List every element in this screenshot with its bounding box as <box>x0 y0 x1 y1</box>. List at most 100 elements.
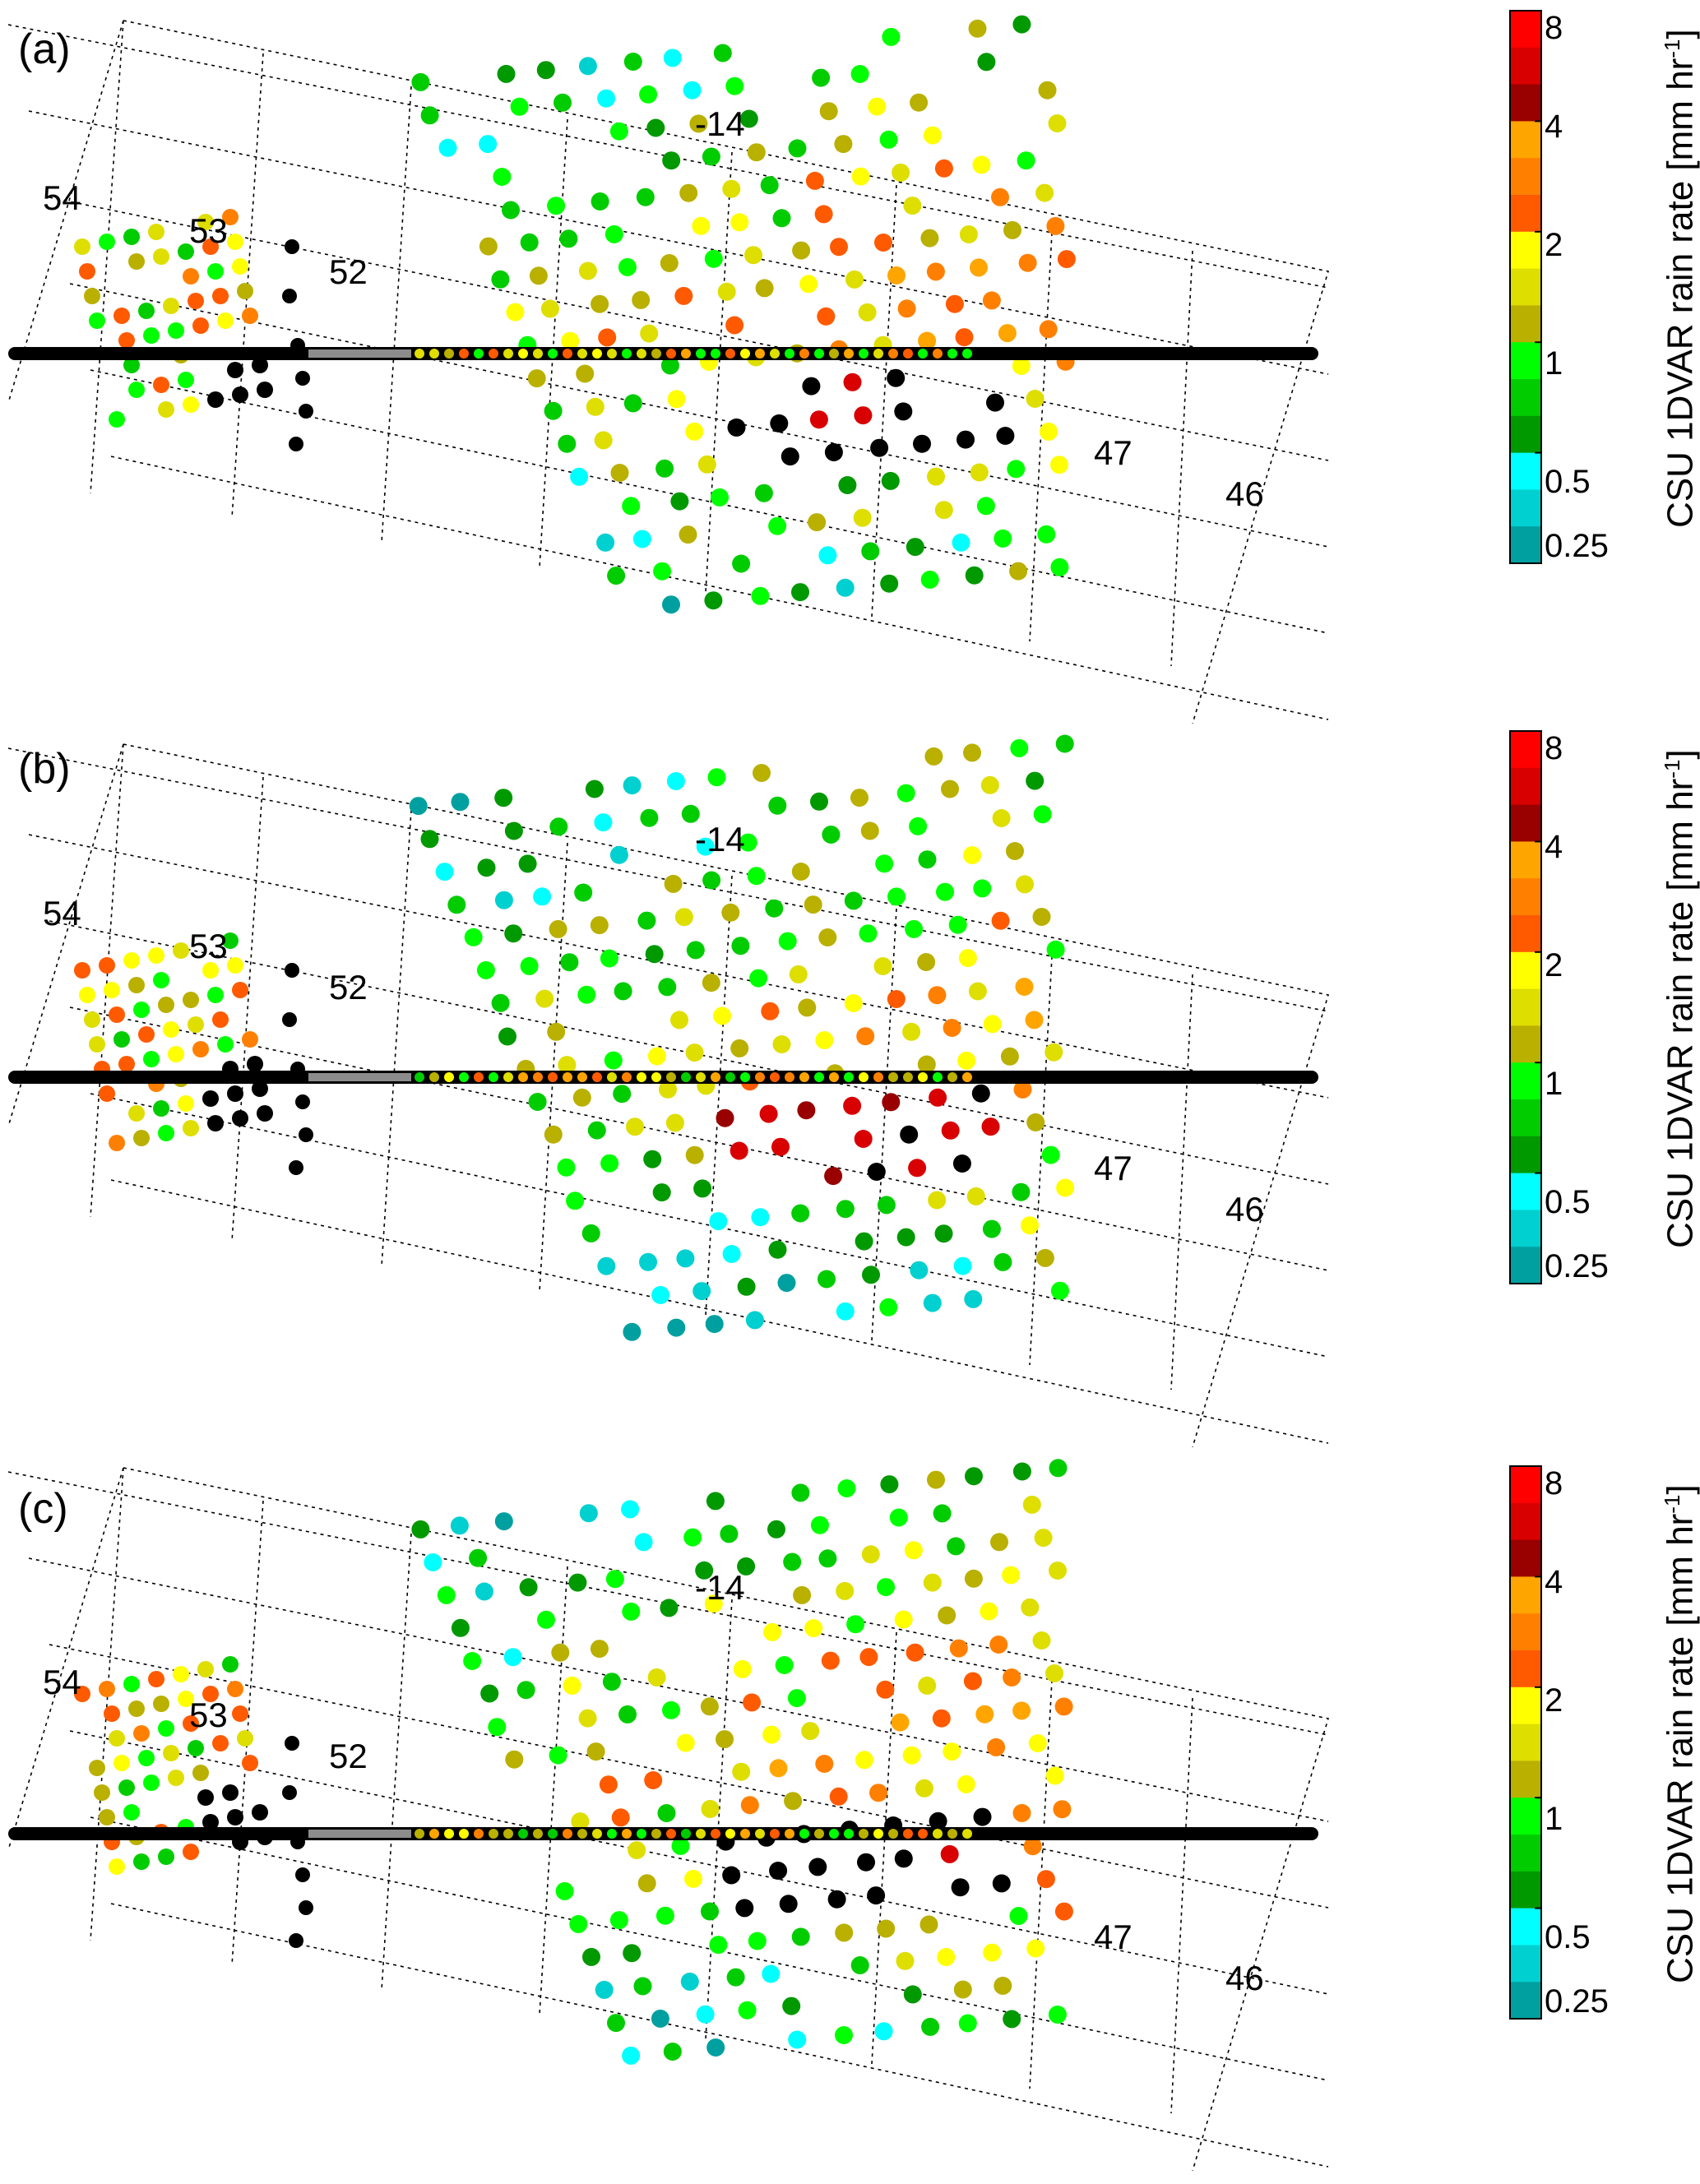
track-point <box>873 1829 883 1839</box>
rain-point <box>1053 1800 1072 1819</box>
rain-point <box>980 775 999 794</box>
rain-point <box>188 293 204 309</box>
colorbar-band <box>1510 1724 1541 1761</box>
rain-point <box>943 1019 961 1037</box>
rain-point <box>934 1224 953 1243</box>
rain-point <box>109 1135 125 1151</box>
track-point <box>622 349 632 359</box>
rain-point <box>188 1016 204 1033</box>
rain-point <box>604 1051 623 1070</box>
rain-point <box>1049 456 1068 474</box>
rain-point <box>247 1056 263 1072</box>
rain-point <box>1056 1178 1075 1197</box>
rain-point <box>751 586 770 605</box>
track-point <box>474 349 484 359</box>
rain-point <box>680 1972 699 1991</box>
rain-point <box>138 303 155 319</box>
lon-label: -14 <box>695 1568 745 1607</box>
rain-point <box>973 879 992 898</box>
rain-point <box>737 1557 756 1576</box>
rain-point <box>596 533 615 552</box>
rain-point <box>600 1154 619 1173</box>
rain-point <box>877 1919 896 1938</box>
rain-point <box>637 911 656 930</box>
rain-point <box>128 1105 145 1122</box>
rain-point <box>976 497 995 516</box>
rain-point <box>591 192 609 211</box>
rain-point <box>99 1809 115 1825</box>
grid-line <box>231 776 264 1242</box>
rain-point <box>232 1705 248 1722</box>
rain-point <box>494 891 513 909</box>
rain-point <box>257 1105 273 1122</box>
track-point <box>429 349 439 359</box>
rain-point <box>544 1125 563 1144</box>
grid-line <box>539 118 568 568</box>
rain-point <box>859 924 878 943</box>
track-point <box>755 349 765 359</box>
track-point <box>947 1072 957 1082</box>
rain-point <box>1003 2010 1021 2029</box>
rain-point <box>674 908 693 927</box>
grid-line <box>871 1631 897 2065</box>
rain-point <box>730 213 749 232</box>
rain-point <box>133 1725 150 1742</box>
track-point <box>962 1829 972 1839</box>
rain-point <box>614 982 632 1001</box>
colorbar-tick-label: 0.25 <box>1545 1248 1609 1284</box>
rain-point <box>753 764 771 782</box>
rain-point <box>850 1956 869 1974</box>
colorbar-band <box>1510 1062 1541 1100</box>
grid-line <box>381 86 412 544</box>
rain-point <box>929 1812 947 1830</box>
rain-point <box>867 1163 886 1181</box>
rain-point <box>879 130 898 149</box>
rain-point <box>232 386 248 403</box>
rain-point <box>99 957 115 974</box>
rain-point <box>882 1093 901 1112</box>
lat-label: 47 <box>1094 433 1133 472</box>
rain-point <box>594 431 613 450</box>
rain-point <box>547 1022 566 1041</box>
rain-point <box>769 1862 788 1880</box>
rain-point <box>227 362 243 378</box>
panel-label: (a) <box>18 25 71 73</box>
rain-point <box>762 1725 781 1744</box>
rain-point <box>827 1890 846 1909</box>
rain-point <box>679 525 697 544</box>
rain-point <box>818 1270 836 1289</box>
rain-point <box>232 258 248 275</box>
rain-point <box>74 1686 90 1702</box>
rain-point <box>504 924 523 943</box>
rain-point <box>929 1088 947 1107</box>
rain-point <box>643 1150 662 1168</box>
rain-point <box>622 497 641 516</box>
rain-point <box>158 1125 174 1141</box>
rain-point <box>887 990 906 1008</box>
rain-point <box>252 1080 268 1097</box>
rain-point <box>411 72 430 91</box>
track-point <box>533 1829 543 1839</box>
track-point <box>962 1072 972 1082</box>
track-point <box>844 349 854 359</box>
colorbar-tick-label: 0.25 <box>1545 528 1609 564</box>
rain-point <box>897 299 916 318</box>
rain-point <box>970 258 988 277</box>
rain-point <box>1050 558 1069 576</box>
rain-point <box>1013 1080 1032 1099</box>
rain-point <box>838 476 857 494</box>
rain-point <box>491 270 510 289</box>
rain-point <box>952 1154 971 1173</box>
rain-point <box>924 747 943 766</box>
rain-point <box>183 268 199 285</box>
colorbar-tick-label: 1 <box>1545 1801 1563 1837</box>
track-point <box>666 1829 676 1839</box>
rain-point <box>693 1179 712 1198</box>
rain-point <box>683 81 702 99</box>
rain-point <box>168 1770 184 1786</box>
rain-point <box>89 1760 105 1776</box>
rain-point <box>519 1578 538 1597</box>
rain-point <box>740 1796 759 1815</box>
rain-point <box>133 1853 150 1870</box>
colorbar-frame <box>1509 10 1542 564</box>
